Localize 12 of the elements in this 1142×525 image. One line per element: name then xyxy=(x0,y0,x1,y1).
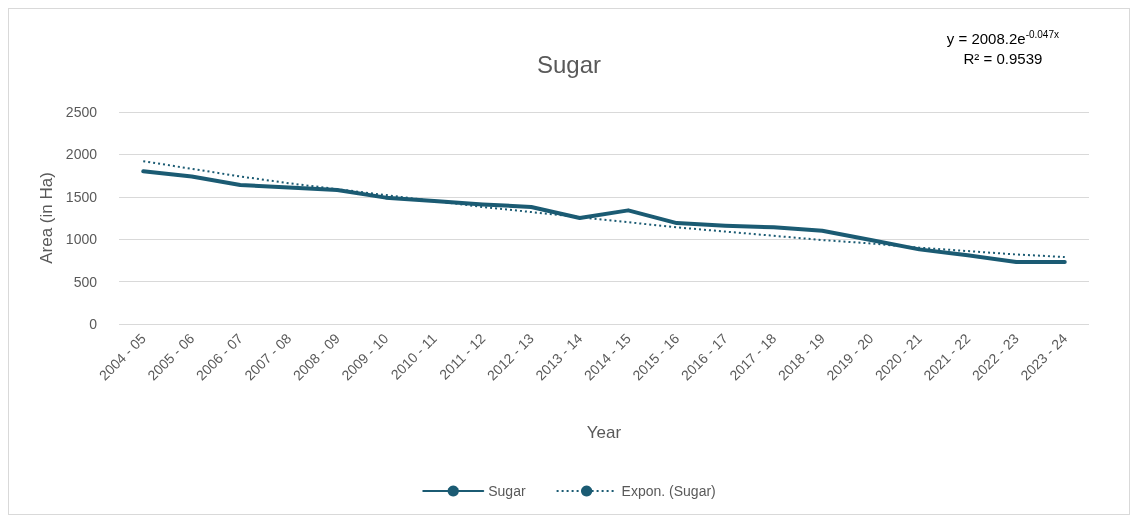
x-axis-title: Year xyxy=(586,423,622,442)
y-tick-label: 2000 xyxy=(65,146,98,163)
y-axis-title: Area (in Ha) xyxy=(36,172,56,264)
y-tick-label: 500 xyxy=(73,273,98,290)
chart-title: Sugar xyxy=(536,50,602,78)
text: R² = 0.9539 xyxy=(963,50,1043,67)
y-tick-label: 2500 xyxy=(65,104,98,120)
legend-label: Expon. (Sugar) xyxy=(621,483,716,499)
y-tick-label: 1000 xyxy=(65,231,98,248)
y-tick-label: 1500 xyxy=(65,188,98,205)
legend-label: Sugar xyxy=(488,483,526,499)
y-tick-label: 0 xyxy=(89,316,98,332)
